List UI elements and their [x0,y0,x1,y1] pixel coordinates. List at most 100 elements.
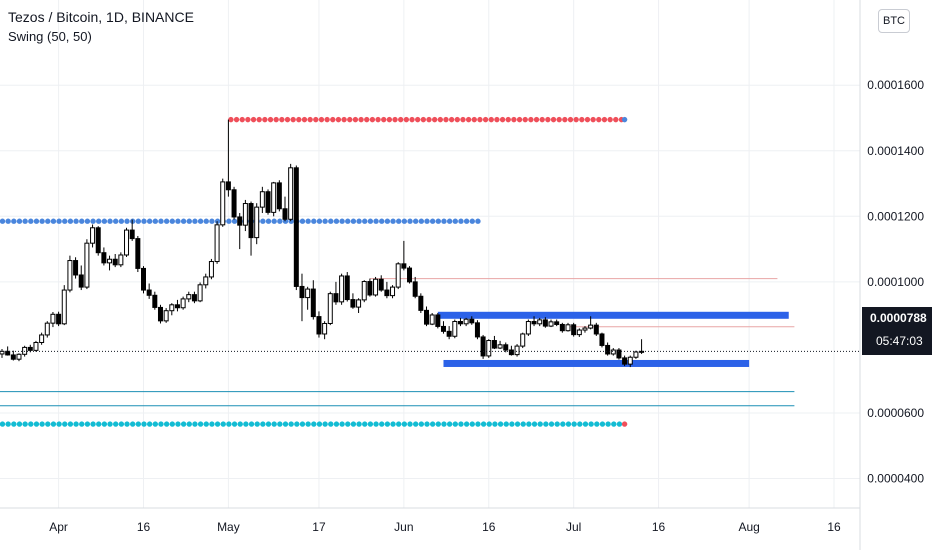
level-dot [539,116,545,123]
level-dot [307,116,313,123]
level-dot [318,116,325,123]
candle [90,224,96,248]
candle [401,240,407,271]
candle [271,181,277,217]
level-dot [526,421,532,427]
candle-body-down [78,274,84,288]
level-dot [175,218,181,224]
level-dot [245,116,251,123]
candle [157,304,163,324]
candle-body-up [39,334,45,343]
level-dot [324,116,330,123]
level-dot [362,421,368,427]
candle-body-down [378,278,384,291]
price-tick-label: 0.0000600 [867,406,924,420]
time-tick-label: 16 [652,520,666,534]
level-dot [448,116,455,123]
candle-body-up [242,203,248,226]
level-dot [582,421,589,427]
candle-body-up [356,299,362,308]
level-dot [424,218,430,224]
level-dot [231,421,238,427]
symbol-title[interactable]: Tezos / Bitcoin, 1D, BINANCE [8,9,194,25]
price-axis[interactable]: 0.0001600 0.0001400 0.0001200 0.0001000 0.00… [867,78,924,485]
level-dot [118,218,125,224]
candle [10,350,16,361]
level-dot [443,116,449,123]
candle [124,227,130,257]
candle-body-down [554,321,560,325]
candle-body-down [174,304,180,309]
level-dot [412,218,419,224]
level-dot [277,218,283,224]
candle-body-down [310,288,316,318]
level-dot [373,218,379,224]
candle-body-up [452,321,458,337]
candle-body-down [95,227,101,254]
level-dot [403,116,410,123]
candle-body-down [5,350,11,356]
level-dot [169,218,175,224]
currency-badge[interactable]: BTC [878,9,910,33]
candle-body-down [282,208,288,220]
candle [169,303,175,316]
level-dot [322,421,328,427]
level-dot [124,421,130,427]
candle-body-up [208,261,214,278]
candle-body-up [0,350,5,355]
price-tick-label: 0.0001000 [867,275,924,289]
level-dot [469,218,475,224]
level-dot [333,421,340,427]
candle-body-down [469,318,475,324]
level-dot [152,218,159,224]
level-dot [271,218,277,224]
level-dot [390,218,396,224]
level-dot [494,116,500,123]
level-dot [616,421,623,427]
candle [5,346,11,356]
level-dot [384,421,391,427]
candle [373,276,379,297]
candle [299,273,305,322]
candle [520,332,526,349]
level-dot [565,421,572,427]
level-dot [396,421,402,427]
study-label[interactable]: Swing (50, 50) [8,29,92,44]
level-dot [290,116,296,123]
candle-body-down [73,260,79,276]
candle-body-up [271,182,277,213]
candle [367,278,373,297]
candle [152,291,158,310]
time-axis[interactable]: Apr 16 May 17 Jun 16 Jul 16 Aug 16 [49,520,841,534]
candle-body-down [276,182,282,210]
level-dot [482,116,489,123]
candle [390,285,396,299]
level-dot [313,116,319,123]
level-dot [197,421,204,427]
level-dot [273,116,279,123]
candle [571,322,577,337]
candle [593,322,599,336]
candle-body-down [316,316,322,335]
level-dot [429,218,436,224]
time-tick-label: Apr [49,520,68,534]
candle [440,321,446,334]
level-dot [426,116,432,123]
candle-body-up [610,349,616,355]
swing-level-dotted [228,116,628,123]
candle-body-up [565,324,571,332]
price-tick-label: 0.0000400 [867,472,924,486]
candle-body-up [254,206,260,239]
level-dot [84,218,91,224]
level-dot [607,116,613,123]
level-dot [73,218,79,224]
level-dot [62,421,68,427]
level-dot [509,421,515,427]
level-dot [50,421,57,427]
level-dot [350,421,357,427]
candle [118,252,124,268]
swing-level-band [443,359,750,367]
swing-level-dotted [0,421,628,427]
candle [350,293,356,309]
